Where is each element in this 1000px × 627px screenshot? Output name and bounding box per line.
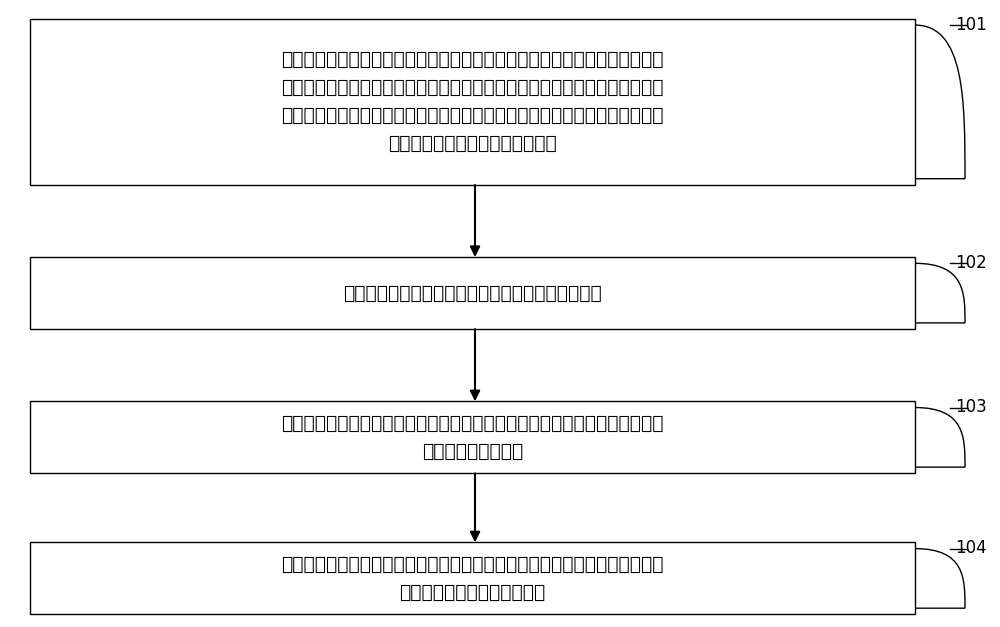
Text: 104: 104 bbox=[955, 539, 987, 557]
Text: 通过所述栅极线槽去除所述牺牲层，露出所述沟道层的所述部分的侧壁及所述
半导体衬底的上表面: 通过所述栅极线槽去除所述牺牲层，露出所述沟道层的所述部分的侧壁及所述 半导体衬底… bbox=[281, 414, 664, 461]
Text: 形成贯穿所述叠层结构而到达所述牺牲层的栅极线槽: 形成贯穿所述叠层结构而到达所述牺牲层的栅极线槽 bbox=[343, 283, 602, 303]
Text: 102: 102 bbox=[955, 254, 987, 272]
Text: 101: 101 bbox=[955, 16, 987, 34]
Text: 通过选择性外延生长工艺在露出的所述沟道层的所述侧壁和所述半导体衬底的
所述上表面上形成锗硅外延层: 通过选择性外延生长工艺在露出的所述沟道层的所述侧壁和所述半导体衬底的 所述上表面… bbox=[281, 555, 664, 602]
Text: 提供半导体结构，所述半导体结构包括半导体衬底、位于所述半导体衬底上的
牺牲层、位于所述牺牲层上的叠层结构及贯穿所述叠层结构和所述牺牲层的沟
道孔；所述沟道孔内形: 提供半导体结构，所述半导体结构包括半导体衬底、位于所述半导体衬底上的 牺牲层、位… bbox=[281, 50, 664, 154]
FancyBboxPatch shape bbox=[30, 542, 915, 614]
FancyBboxPatch shape bbox=[30, 401, 915, 473]
FancyBboxPatch shape bbox=[30, 257, 915, 329]
Text: 103: 103 bbox=[955, 398, 987, 416]
FancyBboxPatch shape bbox=[30, 19, 915, 185]
